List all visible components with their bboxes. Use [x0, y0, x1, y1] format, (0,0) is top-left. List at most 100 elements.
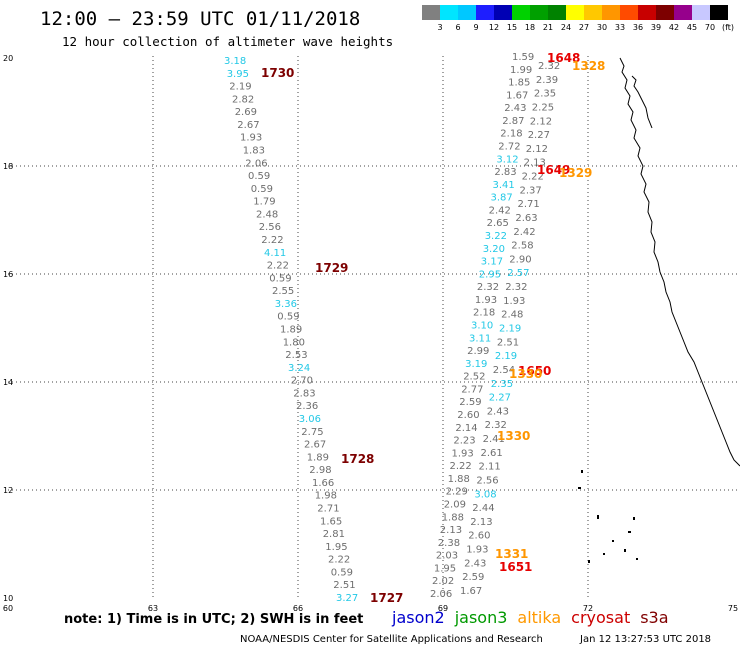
wave-height-label: 2.03 [436, 551, 458, 562]
colorbar-label: (ft) [721, 23, 735, 32]
colorbar-swatch [494, 5, 512, 20]
wave-height-label: 3.95 [227, 69, 249, 80]
legend-entry: altika [517, 608, 562, 627]
wave-height-label: 2.22 [261, 235, 283, 246]
track-east-b: 2.32 2.39 2.35 2.25 2.12 2.27 2.12 2.13 2.22 2.37… [460, 61, 560, 597]
wave-height-label: 1.88 [448, 474, 470, 485]
wave-height-label: 3.27 [336, 593, 358, 604]
colorbar-swatch [584, 5, 602, 20]
wave-height-label: 2.87 [502, 116, 524, 127]
colorbar-label: 3 [437, 23, 443, 32]
wave-height-label: 2.35 [534, 89, 556, 100]
wave-height-label: 2.14 [455, 423, 477, 434]
wave-height-label: 1.85 [508, 78, 530, 89]
timestamp: Jan 12 13:27:53 UTC 2018 [580, 634, 712, 645]
wave-height-label: 2.32 [505, 282, 527, 293]
wave-height-label: 3.41 [493, 180, 515, 191]
pass-time-label: 1728 [341, 452, 374, 466]
wave-height-label: 1.80 [283, 337, 305, 348]
wave-height-label: 1.93 [240, 133, 262, 144]
wave-height-label: 2.57 [507, 268, 529, 279]
wave-height-label: 2.29 [446, 487, 468, 498]
wave-height-label: 1.66 [312, 478, 334, 489]
coastline-india [619, 57, 740, 467]
wave-height-label: 2.19 [495, 351, 517, 362]
wave-height-label: 2.71 [317, 504, 339, 515]
wave-height-label: 1.93 [503, 296, 525, 307]
lon-tick-label: 69 [438, 604, 448, 613]
wave-height-label: 2.48 [256, 209, 278, 220]
legend-entry: s3a [640, 608, 669, 627]
wave-height-label: 2.60 [457, 410, 479, 421]
pass-time-label: 1649 [537, 163, 570, 177]
colorbar-label: 18 [524, 23, 536, 32]
wave-height-label: 2.18 [500, 129, 522, 140]
wave-height-label: 1.95 [325, 542, 347, 553]
pass-time-label: 1727 [370, 591, 403, 605]
wave-height-label: 2.12 [530, 116, 552, 127]
pass-time-label: 1730 [261, 66, 294, 80]
wave-height-label: 2.37 [520, 185, 542, 196]
colorbar-label: 21 [542, 23, 554, 32]
wave-height-label: 3.18 [224, 56, 246, 67]
colorbar-swatch [692, 5, 710, 20]
colorbar-label: 33 [614, 23, 626, 32]
pass-time-label: 1331 [495, 547, 528, 561]
wave-height-label: 2.69 [235, 107, 257, 118]
colorbar-swatch [674, 5, 692, 20]
wave-height-label: 0.59 [248, 171, 270, 182]
lat-tick-label: 16 [3, 270, 13, 279]
wave-height-label: 2.43 [487, 406, 509, 417]
colorbar-label: 36 [632, 23, 644, 32]
wave-height-label: 3.19 [465, 359, 487, 370]
colorbar-label: 39 [650, 23, 662, 32]
wave-height-label: 2.41 [483, 434, 505, 445]
lat-tick-label: 18 [3, 162, 13, 171]
colorbar-swatch [656, 5, 674, 20]
wave-height-label: 2.99 [467, 346, 489, 357]
wave-height-label: 0.59 [251, 184, 273, 195]
lat-tick-label: 12 [3, 486, 13, 495]
colorbar-label: 12 [488, 23, 500, 32]
wave-height-label: 2.36 [296, 401, 318, 412]
wave-height-label: 0.59 [277, 312, 299, 323]
wave-height-label: 2.13 [440, 525, 462, 536]
wave-height-label: 2.72 [498, 142, 520, 153]
colorbar-label: 9 [473, 23, 479, 32]
wave-height-label: 2.59 [459, 397, 481, 408]
satellite-legend: jason2 jason3 altika cryosat s3a [392, 608, 679, 627]
wave-height-label: 2.32 [538, 61, 560, 72]
wave-height-label: 2.81 [323, 529, 345, 540]
wave-height-label: 2.25 [532, 102, 554, 113]
wave-height-label: 2.27 [528, 130, 550, 141]
legend-entry: cryosat [571, 608, 631, 627]
lon-tick-label: 60 [3, 604, 13, 613]
lon-tick-label: 63 [148, 604, 158, 613]
wave-height-label: 2.22 [450, 461, 472, 472]
colorbar-swatch [602, 5, 620, 20]
wave-height-label: 2.82 [232, 94, 254, 105]
wave-height-label: 1.95 [434, 563, 456, 574]
wave-height-label: 2.77 [461, 384, 483, 395]
pass-time-label: 1651 [499, 560, 532, 574]
wave-height-label: 1.89 [280, 325, 302, 336]
wave-height-label: 3.17 [481, 257, 503, 268]
wave-height-label: 2.22 [267, 261, 289, 272]
wave-height-label: 2.11 [479, 462, 501, 473]
colorbar-swatch [440, 5, 458, 20]
pass-time-label: 1328 [572, 59, 605, 73]
wave-height-label: 2.83 [494, 167, 516, 178]
wave-height-label: 2.83 [293, 388, 315, 399]
colorbar-swatch [458, 5, 476, 20]
wave-height-label: 1.67 [506, 90, 528, 101]
wave-height-label: 2.22 [522, 172, 544, 183]
wave-height-label: 2.53 [285, 350, 307, 361]
wave-height-label: 2.95 [479, 269, 501, 280]
wave-height-label: 2.06 [430, 589, 452, 600]
wave-height-label: 0.59 [331, 567, 353, 578]
wave-height-label: 1.83 [243, 146, 265, 157]
wave-height-label: 4.11 [264, 248, 286, 259]
wave-height-label: 2.13 [470, 517, 492, 528]
lat-tick-label: 20 [3, 54, 13, 63]
